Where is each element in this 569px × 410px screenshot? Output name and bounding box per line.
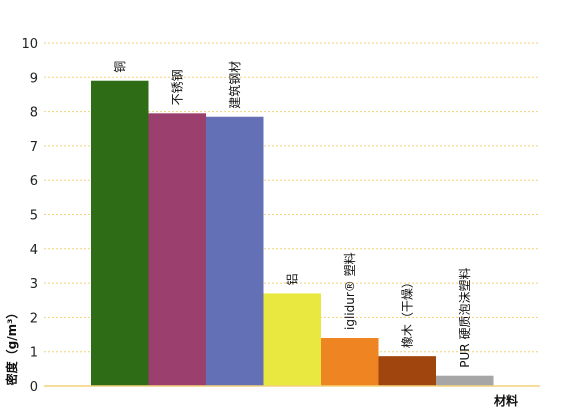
bar (206, 116, 264, 387)
bar (378, 356, 436, 386)
y-tick-label: 10 (21, 37, 38, 52)
bars (91, 80, 494, 387)
bar-label: 橡木（干燥） (400, 276, 414, 348)
y-tick-label: 0 (30, 380, 38, 395)
y-tick-label: 2 (30, 311, 38, 326)
y-tick-label: 9 (30, 71, 38, 86)
bar-label: 不锈钢 (170, 69, 184, 105)
y-tick-label: 8 (30, 106, 38, 121)
bar-label: 铝 (284, 273, 299, 285)
bar (436, 375, 494, 386)
bar-label: 铜 (112, 61, 127, 73)
bar (321, 337, 379, 386)
gridlines (44, 42, 540, 353)
bar (148, 113, 206, 386)
bar (263, 293, 321, 386)
x-axis-title: 材料 (493, 393, 518, 408)
y-tick-label: 7 (30, 140, 38, 155)
y-axis-title: 密度（g/m³） (4, 307, 19, 386)
y-tick-label: 3 (30, 277, 38, 292)
y-tick-label: 5 (30, 209, 38, 224)
y-tick-label: 4 (30, 243, 38, 258)
y-tick-labels: 0 1 2 3 4 5 6 7 8 9 10 (21, 37, 38, 395)
y-tick-label: 6 (30, 174, 38, 189)
bar-label: iglidur® 塑料 (342, 252, 357, 330)
bar (91, 80, 149, 386)
y-tick-label: 1 (30, 346, 38, 361)
bar-label: 建筑钢材 (227, 61, 242, 109)
bar-label: PUR 硬质泡沫塑料 (457, 268, 472, 368)
